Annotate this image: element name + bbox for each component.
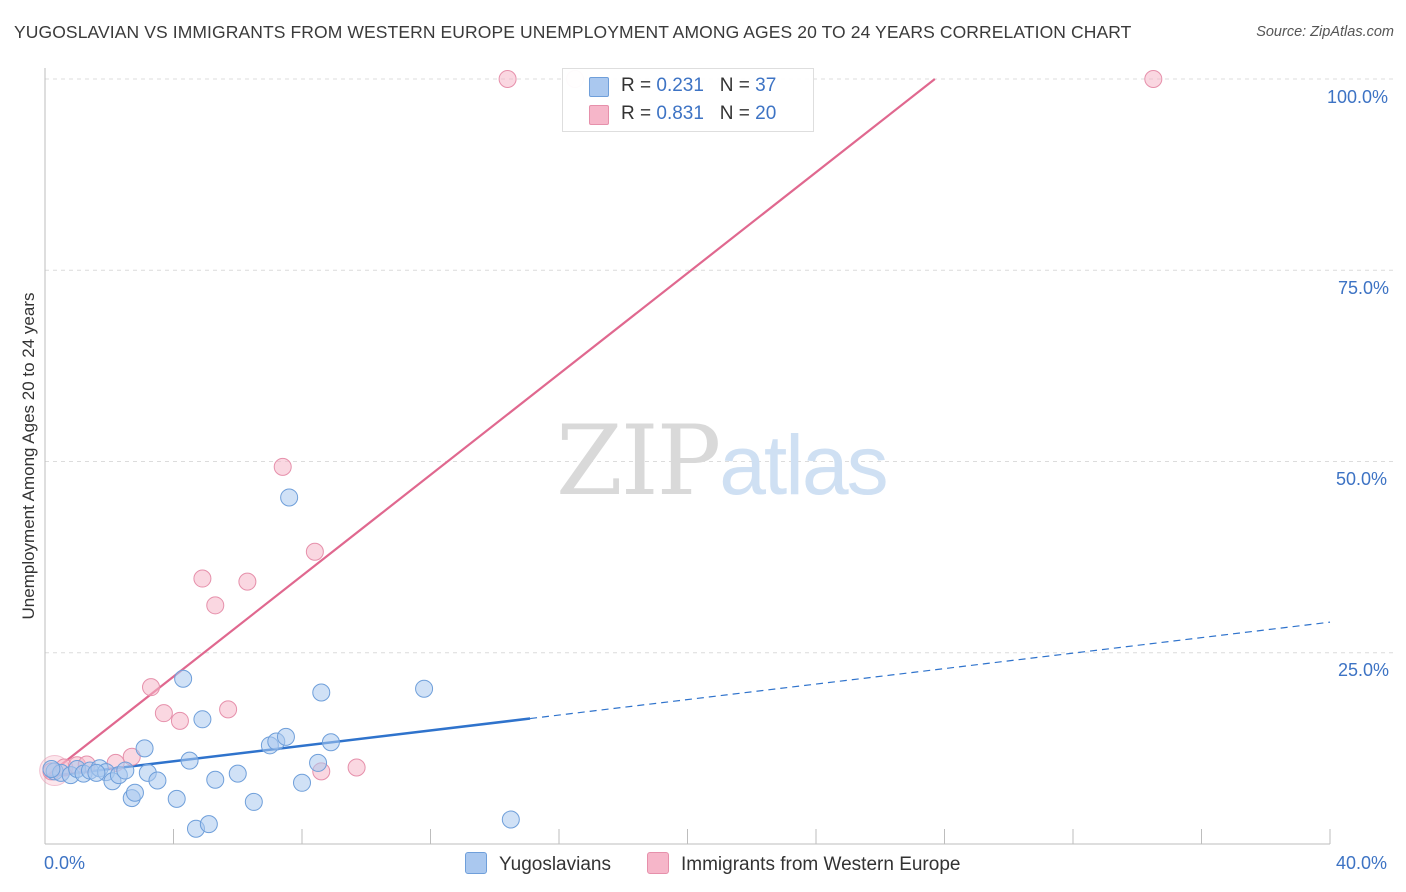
y-tick-label: 100.0% [1327,87,1389,107]
data-point-yugoslavian [87,763,106,782]
y-tick-label: 75.0% [1338,278,1390,298]
data-point-immigrant [305,542,324,561]
r-value: 0.231 [656,75,704,96]
r-label: R = [621,103,652,124]
data-point-yugoslavian [321,733,340,752]
watermark-zip: ZIP [556,405,721,517]
legend-label: Immigrants from Western Europe [681,854,961,875]
data-point-yugoslavian [125,783,144,802]
y-tick-label: 50.0% [1336,469,1388,489]
gridlines [45,78,1395,654]
data-point-yugoslavian [312,683,331,702]
legend-label: Yugoslavians [499,854,611,875]
data-point-yugoslavian [280,488,299,507]
data-point-yugoslavian [276,727,295,746]
data-point-immigrant [238,572,257,591]
data-point-immigrant [142,678,161,697]
watermark: ZIPatlas [556,405,889,517]
data-point-yugoslavian [167,789,186,808]
data-point-immigrant [193,569,212,588]
legend-swatch-blue [465,852,487,874]
data-point-immigrant [206,596,225,615]
y-axis-label: Unemployment Among Ages 20 to 24 years [19,292,38,620]
data-point-yugoslavian [501,810,520,829]
data-point-yugoslavian [415,679,434,698]
legend-item-immigrants: Immigrants from Western Europe [647,852,960,876]
data-point-yugoslavian [309,753,328,772]
data-point-yugoslavian [244,792,263,811]
legend-item-yugoslavians: Yugoslavians [465,852,611,876]
y-tick-label: 25.0% [1338,660,1390,680]
data-point-yugoslavian [228,764,247,783]
data-point-yugoslavian [180,751,199,770]
data-point-yugoslavian [206,770,225,789]
chart-title: YUGOSLAVIAN VS IMMIGRANTS FROM WESTERN E… [14,22,1132,42]
n-value: 37 [755,75,777,96]
data-point-immigrant [273,457,292,476]
data-point-immigrant [498,70,517,88]
legend-swatch-pink [589,105,609,125]
source-label: Source: ZipAtlas.com [1256,24,1394,40]
data-point-immigrant [347,758,366,777]
r-value: 0.831 [656,103,704,124]
data-point-immigrant [1144,70,1163,88]
watermark-atlas: atlas [719,418,888,512]
n-label: N = [719,75,750,96]
legend-swatch-pink [647,852,669,874]
axes [44,68,1331,845]
trend-line-yugoslavians-projection [530,621,1331,720]
trend-line-immigrants [44,78,936,779]
data-point-yugoslavian [135,739,154,758]
r-label: R = [621,75,652,96]
data-point-yugoslavian [293,773,311,792]
data-point-yugoslavian [174,669,193,688]
n-label: N = [719,103,750,124]
data-point-yugoslavian [193,710,212,729]
data-point-yugoslavian [116,761,135,780]
data-point-yugoslavian [199,815,218,834]
x-tick-label: 0.0% [44,853,86,873]
data-point-immigrant [154,704,173,723]
data-point-immigrant [219,700,238,719]
correlation-legend: R = 0.231 N = 37 R = 0.831 N = 20 [562,68,814,132]
legend-swatch-blue [589,77,609,97]
data-point-yugoslavian [42,760,61,779]
x-tick-label: 40.0% [1336,853,1388,873]
data-point-immigrant [170,711,189,730]
data-points [39,70,1163,838]
data-point-yugoslavian [148,771,167,790]
n-value: 20 [755,103,777,124]
